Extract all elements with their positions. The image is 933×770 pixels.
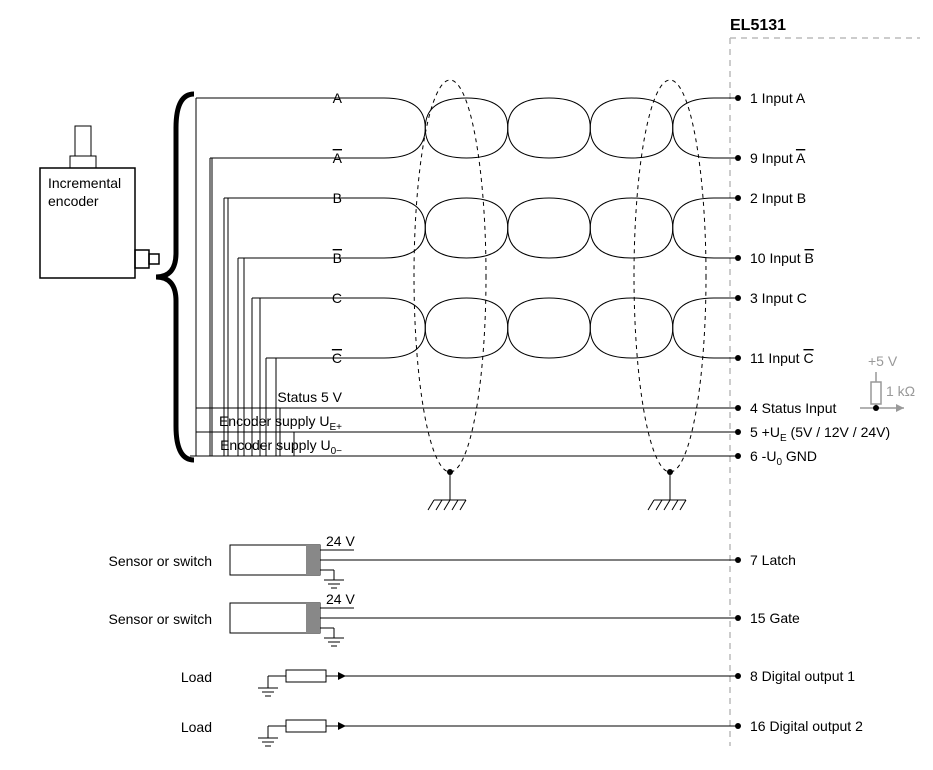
svg-text:encoder: encoder — [48, 193, 99, 209]
svg-text:Status 5 V: Status 5 V — [277, 389, 342, 405]
svg-text:10 Input B: 10 Input B — [750, 250, 814, 266]
svg-text:Incremental: Incremental — [48, 175, 121, 191]
svg-text:24 V: 24 V — [326, 591, 355, 607]
svg-text:4 Status Input: 4 Status Input — [750, 400, 837, 416]
svg-text:9 Input A: 9 Input A — [750, 150, 806, 166]
svg-text:15 Gate: 15 Gate — [750, 610, 800, 626]
svg-text:5 +UE (5V / 12V / 24V): 5 +UE (5V / 12V / 24V) — [750, 424, 890, 444]
svg-text:24 V: 24 V — [326, 533, 355, 549]
svg-text:2 Input B: 2 Input B — [750, 190, 806, 206]
svg-text:A: A — [333, 90, 343, 106]
svg-text:C: C — [332, 290, 342, 306]
svg-text:Sensor or switch: Sensor or switch — [109, 553, 212, 569]
wiring-diagram: EL5131 Incremental encoder A A B B C C Status 5 V… — [0, 0, 933, 770]
svg-text:C: C — [332, 350, 342, 366]
svg-text:A: A — [333, 150, 343, 166]
svg-text:B: B — [333, 250, 342, 266]
svg-text:EL5131: EL5131 — [730, 17, 786, 34]
svg-text:Load: Load — [181, 719, 212, 735]
svg-text:16 Digital output 2: 16 Digital output 2 — [750, 718, 863, 734]
svg-text:3 Input C: 3 Input C — [750, 290, 807, 306]
svg-text:+5 V: +5 V — [868, 353, 898, 369]
svg-text:Sensor or switch: Sensor or switch — [109, 611, 212, 627]
svg-text:Load: Load — [181, 669, 212, 685]
svg-text:11 Input C: 11 Input C — [750, 350, 814, 366]
svg-text:7 Latch: 7 Latch — [750, 552, 796, 568]
svg-text:8 Digital output 1: 8 Digital output 1 — [750, 668, 855, 684]
svg-text:6 -U0 GND: 6 -U0 GND — [750, 448, 817, 468]
svg-text:1 Input A: 1 Input A — [750, 90, 806, 106]
svg-text:Encoder supply UE+: Encoder supply UE+ — [219, 413, 342, 433]
svg-text:B: B — [333, 190, 342, 206]
svg-text:1 kΩ: 1 kΩ — [886, 383, 915, 399]
